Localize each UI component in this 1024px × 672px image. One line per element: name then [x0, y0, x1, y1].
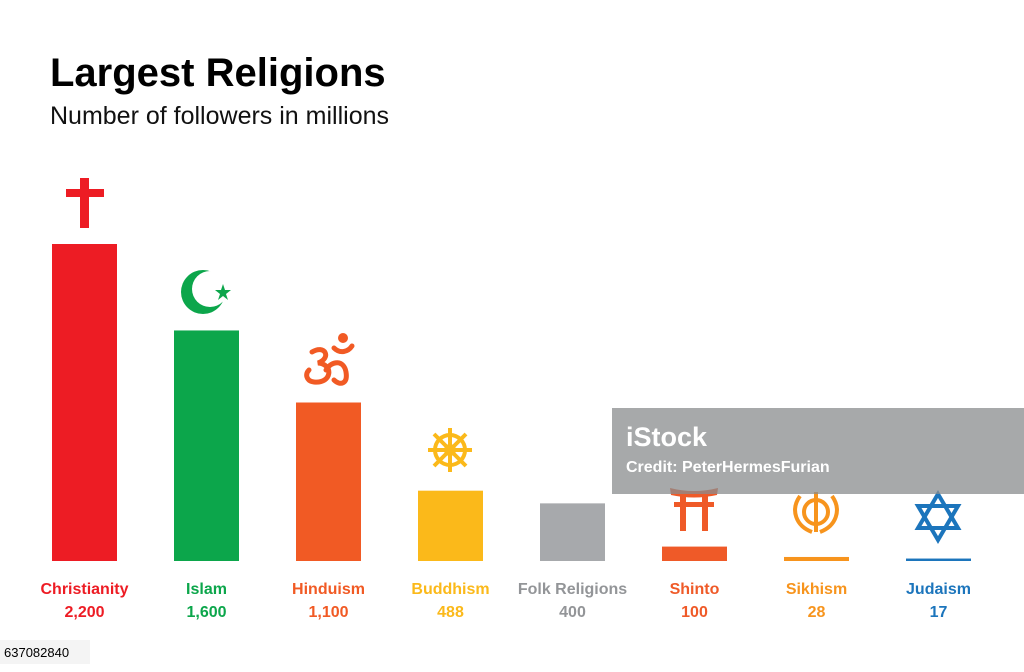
chart-subtitle: Number of followers in millions — [50, 102, 389, 130]
khanda-icon — [793, 492, 839, 534]
star-of-david-icon — [914, 490, 962, 544]
image-id: 637082840 — [4, 645, 69, 660]
crescent-icon — [181, 270, 231, 314]
icons — [66, 178, 962, 544]
category-label: Christianity — [40, 581, 128, 598]
bar — [52, 244, 117, 561]
bar — [906, 558, 971, 561]
category-label: Judaism — [906, 581, 971, 598]
bar — [296, 402, 361, 561]
bar — [418, 490, 483, 561]
value-label: 400 — [559, 604, 586, 621]
value-label: 17 — [930, 604, 948, 621]
bar — [174, 330, 239, 561]
bar — [784, 556, 849, 561]
category-label: Hinduism — [292, 581, 365, 598]
value-label: 1,600 — [186, 604, 226, 621]
category-label: Folk Religions — [518, 581, 627, 598]
id-box — [0, 640, 90, 664]
cross-icon — [66, 178, 104, 228]
value-label: 1,100 — [308, 604, 348, 621]
category-label: Shinto — [670, 581, 720, 598]
bar — [662, 546, 727, 561]
wheel-icon — [428, 428, 472, 472]
chart-title: Largest Religions — [50, 51, 386, 95]
om-icon — [304, 333, 355, 386]
category-label: Islam — [186, 581, 227, 598]
value-label: 2,200 — [64, 604, 104, 621]
watermark: iStock Credit: PeterHermesFurian — [612, 408, 1024, 494]
watermark-band — [612, 408, 1024, 494]
bar — [540, 503, 605, 561]
watermark-credit: Credit: PeterHermesFurian — [626, 459, 830, 476]
category-label: Buddhism — [411, 581, 489, 598]
value-label: 488 — [437, 604, 464, 621]
value-label: 28 — [808, 604, 826, 621]
value-label: 100 — [681, 604, 708, 621]
bars: Christianity 2,200 Islam 1,600 Hinduism 1,100… — [40, 244, 971, 621]
watermark-logo: iStock — [626, 422, 708, 452]
category-label: Sikhism — [786, 581, 847, 598]
